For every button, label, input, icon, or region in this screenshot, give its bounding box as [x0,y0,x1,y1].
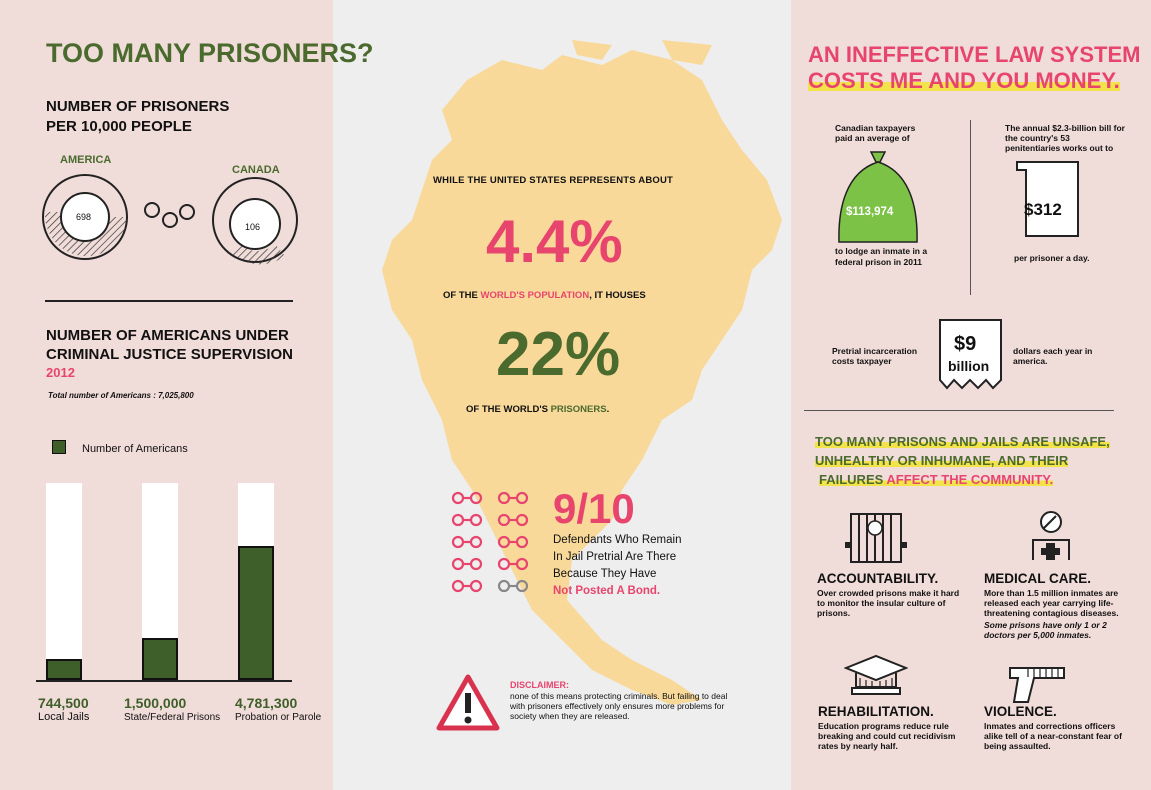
unsafe-heading: TOO MANY PRISONS AND JAILS ARE UNSAFE, U… [815,434,1110,487]
bar-value-probation: 4,781,300 [235,695,298,711]
handcuffs-fraction-graphic [451,491,529,593]
cost1-pre: Canadian taxpayers paid an average of [835,123,916,143]
medical-title: MEDICAL CARE. [984,571,1092,586]
bar-value-state-federal: 1,500,000 [124,695,187,711]
medical-note: Some prisons have only 1 or 2 doctors pe… [984,620,1107,640]
rehabilitation-text: Education programs reduce rule breaking … [818,721,956,751]
cost3-unit: billion [948,358,990,374]
cost-divider [970,120,971,295]
accountability-title: ACCOUNTABILITY. [817,571,939,586]
cost3-value: $9 [954,333,977,355]
cost3-pre: Pretrial incarceration costs taxpayer [832,346,918,366]
cost3-post: dollars each year in america. [1013,346,1093,366]
gun-icon [1009,667,1065,703]
medical-text: More than 1.5 million inmates are releas… [984,588,1119,618]
fraction-stat: 9/10 [553,485,635,532]
bar-probation-parole [238,546,274,680]
cost1-post: to lodge an inmate in a federal prison i… [835,246,928,267]
bar-track-local-jails [46,483,82,680]
canada-label: CANADA [232,164,280,176]
fraction-text: Defendants Who Remain In Jail Pretrial A… [553,532,681,600]
chart-baseline [36,680,292,682]
cost1-value: $113,974 [846,206,894,218]
violence-text: Inmates and corrections officers alike t… [984,721,1122,751]
bar-label-local-jails: Local Jails [38,711,90,723]
right-title-line2: COSTS ME AND YOU MONEY. [808,68,1120,93]
legend-swatch [52,440,66,454]
disclaimer-text: none of this means protecting criminals.… [510,691,728,721]
north-america-map [382,40,782,705]
prisoners-stat: 22% [496,320,621,389]
america-rate-value: 698 [76,212,92,222]
bar-label-probation: Probation or Parole [235,712,322,723]
rate-heading: NUMBER OF PRISONERS PER 10,000 PEOPLE [46,98,230,135]
receipt-billion-icon [939,319,1002,390]
handcuffs-rate-graphic [42,174,298,265]
doctor-icon [1032,511,1070,560]
cost2-value: $312 [1024,200,1062,219]
money-bag-icon [838,151,918,243]
legend-label: Number of Americans [82,443,188,455]
prison-bars-icon [845,513,907,563]
bar-local-jails [46,659,82,680]
bar-label-state-federal: State/Federal Prisons [124,712,221,723]
supervision-heading: NUMBER OF AMERICANS UNDER CRIMINAL JUSTI… [46,327,293,363]
cost2-pre: The annual $2.3-billion bill for the cou… [1005,123,1125,153]
bar-value-local-jails: 744,500 [38,695,89,711]
divider [45,300,293,302]
violence-title: VIOLENCE. [984,704,1057,719]
right-panel [791,0,1151,790]
total-note: Total number of Americans : 7,025,800 [48,391,194,400]
fraction-highlight: Not Posted A Bond. [553,585,661,597]
population-stat: 4.4% [486,208,623,275]
prisoners-line: OF THE WORLD'S PRISONERS. [466,404,610,415]
page-title: TOO MANY PRISONERS? [46,38,374,68]
graduation-cap-icon [844,654,908,695]
accountability-text: Over crowded prisons make it hard to mon… [817,588,960,618]
prisoners-highlight: PRISONERS [550,404,607,415]
year-label: 2012 [46,365,75,380]
population-line: OF THE WORLD'S POPULATION, IT HOUSES [443,290,646,301]
disclaimer-title: DISCLAIMER: [510,680,569,690]
america-label: AMERICA [60,154,112,166]
receipt-icon [1016,161,1079,237]
population-highlight: WORLD'S POPULATION [480,290,590,301]
right-divider [804,410,1114,411]
canada-rate-value: 106 [245,222,261,232]
intro-text: WHILE THE UNITED STATES REPRESENTS ABOUT [433,175,674,186]
rehabilitation-title: REHABILITATION. [818,704,934,719]
cost2-post: per prisoner a day. [1014,253,1090,263]
warning-icon [436,674,500,731]
bar-state-federal-prisons [142,638,178,680]
right-title-line1: AN INEFFECTIVE LAW SYSTEM [808,42,1141,67]
